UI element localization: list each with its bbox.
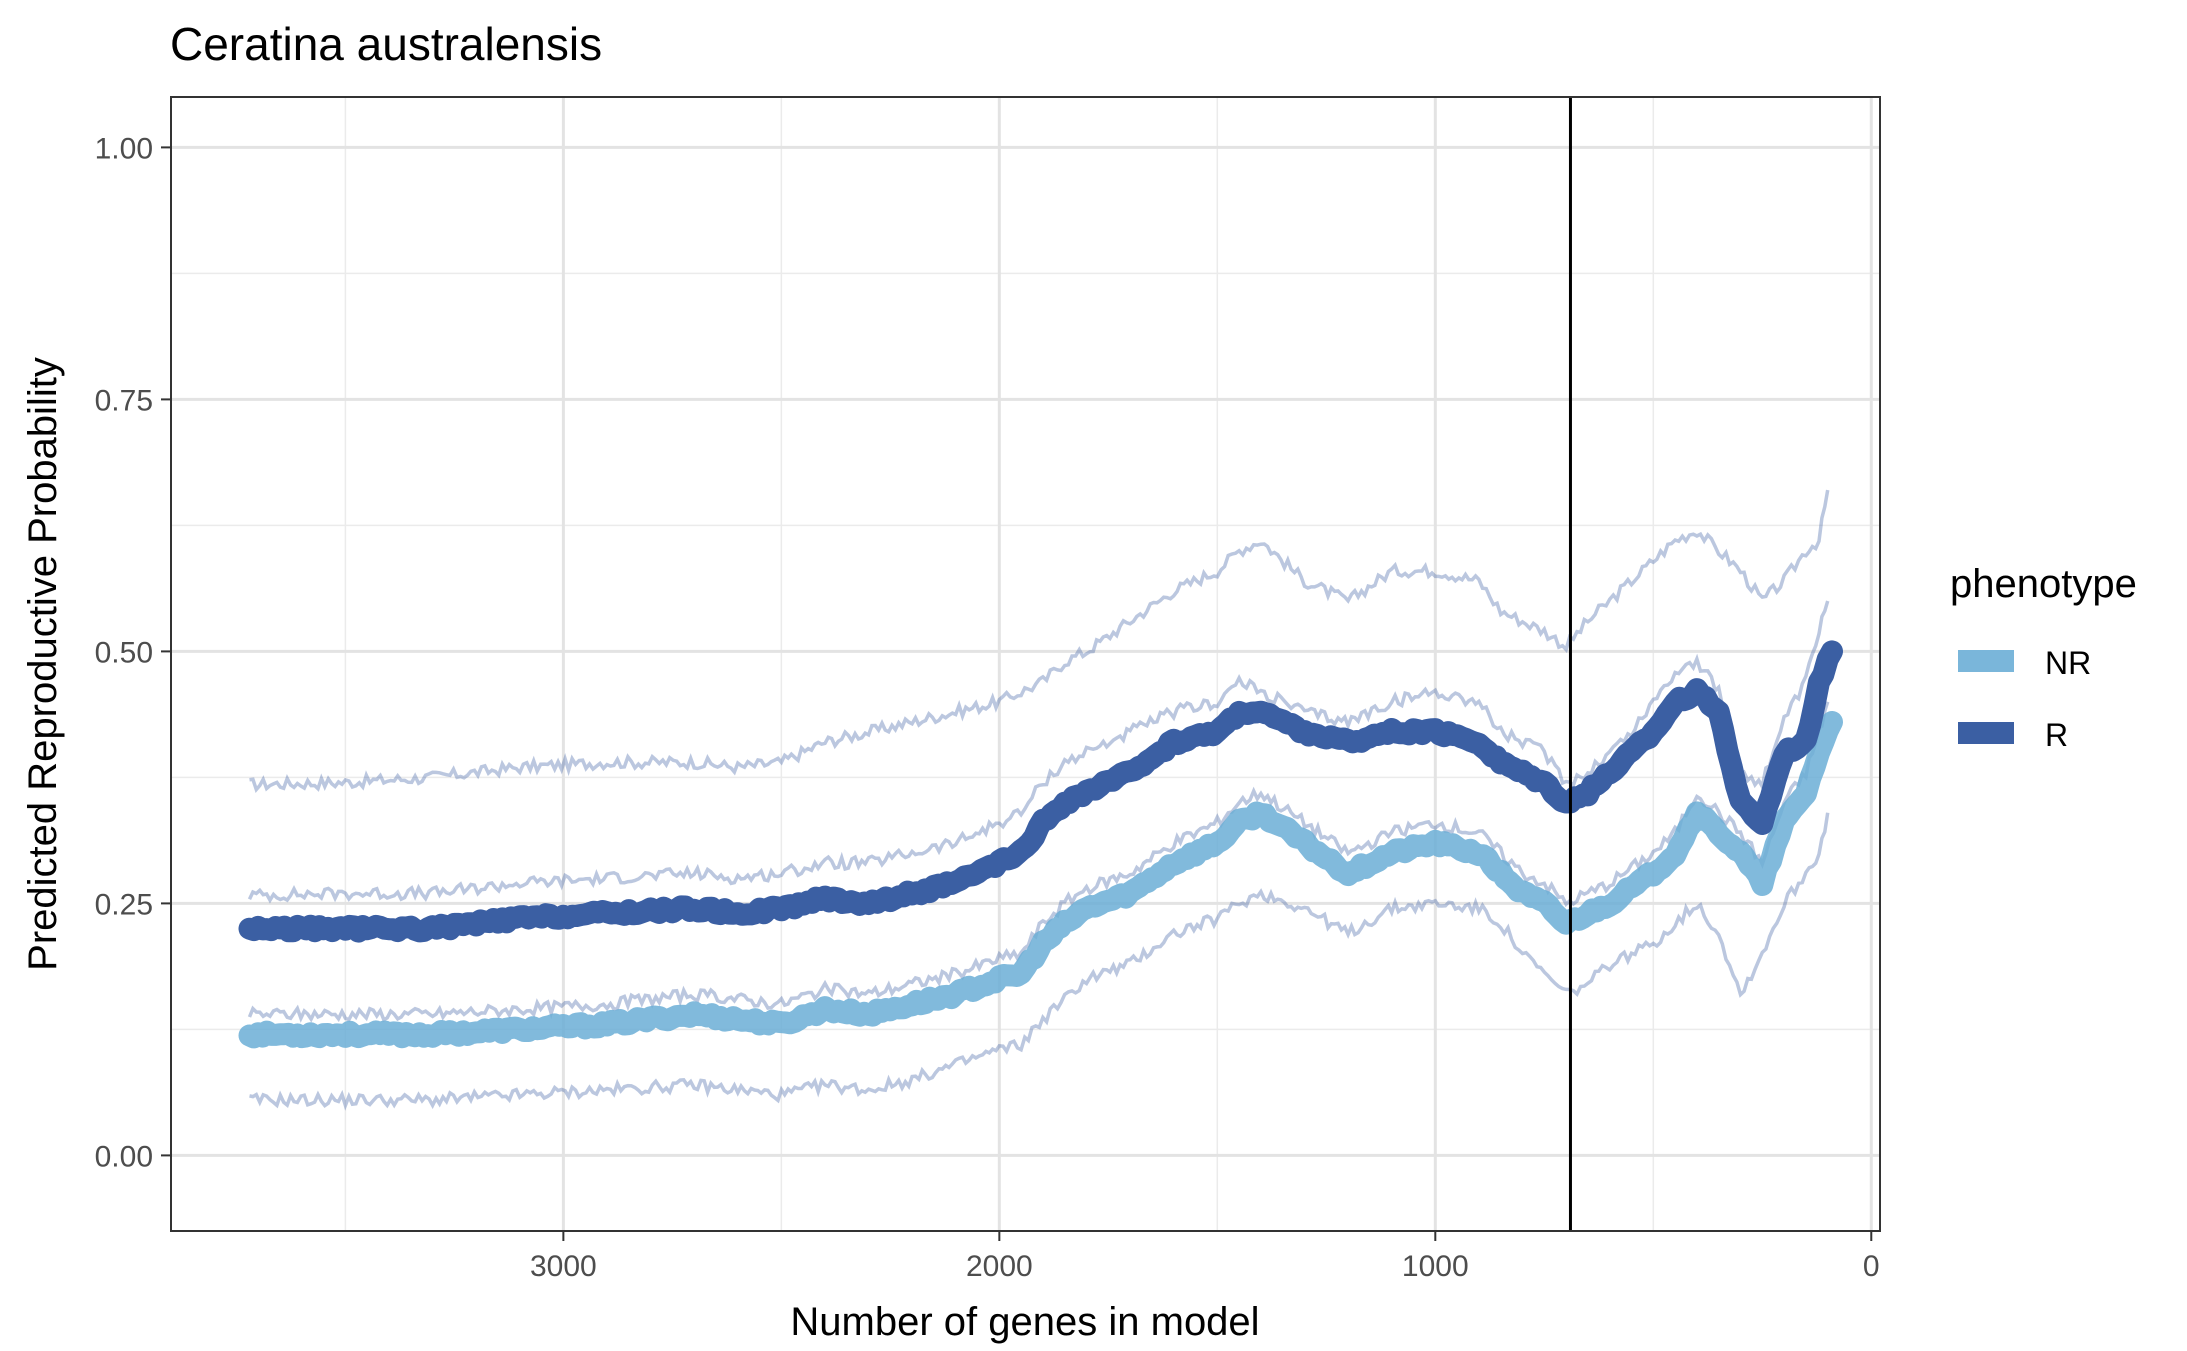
ci-band-0-lower (249, 812, 1830, 1111)
y-tick-label-1: 0.25 (95, 888, 153, 921)
y-axis-title: Predicted Reproductive Probability (21, 357, 65, 971)
legend: phenotype NR R (1950, 562, 2137, 753)
legend-label-r: R (2045, 717, 2068, 753)
y-tick-label-0: 0.00 (95, 1140, 153, 1173)
ci-band-1-upper (247, 600, 1830, 904)
plot-background (171, 97, 1880, 1231)
plot-border (170, 96, 1881, 1232)
y-tick-label-4: 1.00 (95, 132, 153, 165)
legend-key-nr (1958, 650, 2014, 672)
y-tick-label-3: 0.75 (95, 384, 153, 417)
x-tick-label-1: 2000 (966, 1250, 1033, 1283)
x-axis-title: Number of genes in model (790, 1300, 1259, 1344)
legend-item-nr: NR (1958, 645, 2091, 681)
chart-title: Ceratina australensis (170, 18, 602, 70)
legend-key-r (1958, 722, 2014, 744)
x-axis: 3000 2000 1000 0 (530, 1231, 1880, 1283)
plot-area (170, 96, 1881, 1232)
ci-band-0-upper (249, 489, 1830, 793)
ci-band-1-lower (247, 701, 1830, 1023)
series-line-nr (238, 711, 1843, 1049)
series-lines (238, 640, 1843, 1049)
x-tick-label-3: 0 (1863, 1250, 1880, 1283)
legend-title: phenotype (1950, 562, 2137, 606)
x-tick-label-2: 1000 (1402, 1250, 1469, 1283)
legend-item-r: R (1958, 717, 2068, 753)
y-axis: 0.00 0.25 0.50 0.75 1.00 (95, 132, 171, 1173)
y-tick-label-2: 0.50 (95, 636, 153, 669)
ci-bands (247, 489, 1830, 1111)
legend-label-nr: NR (2045, 645, 2091, 681)
x-tick-label-0: 3000 (530, 1250, 597, 1283)
series-line-r (238, 640, 1843, 943)
